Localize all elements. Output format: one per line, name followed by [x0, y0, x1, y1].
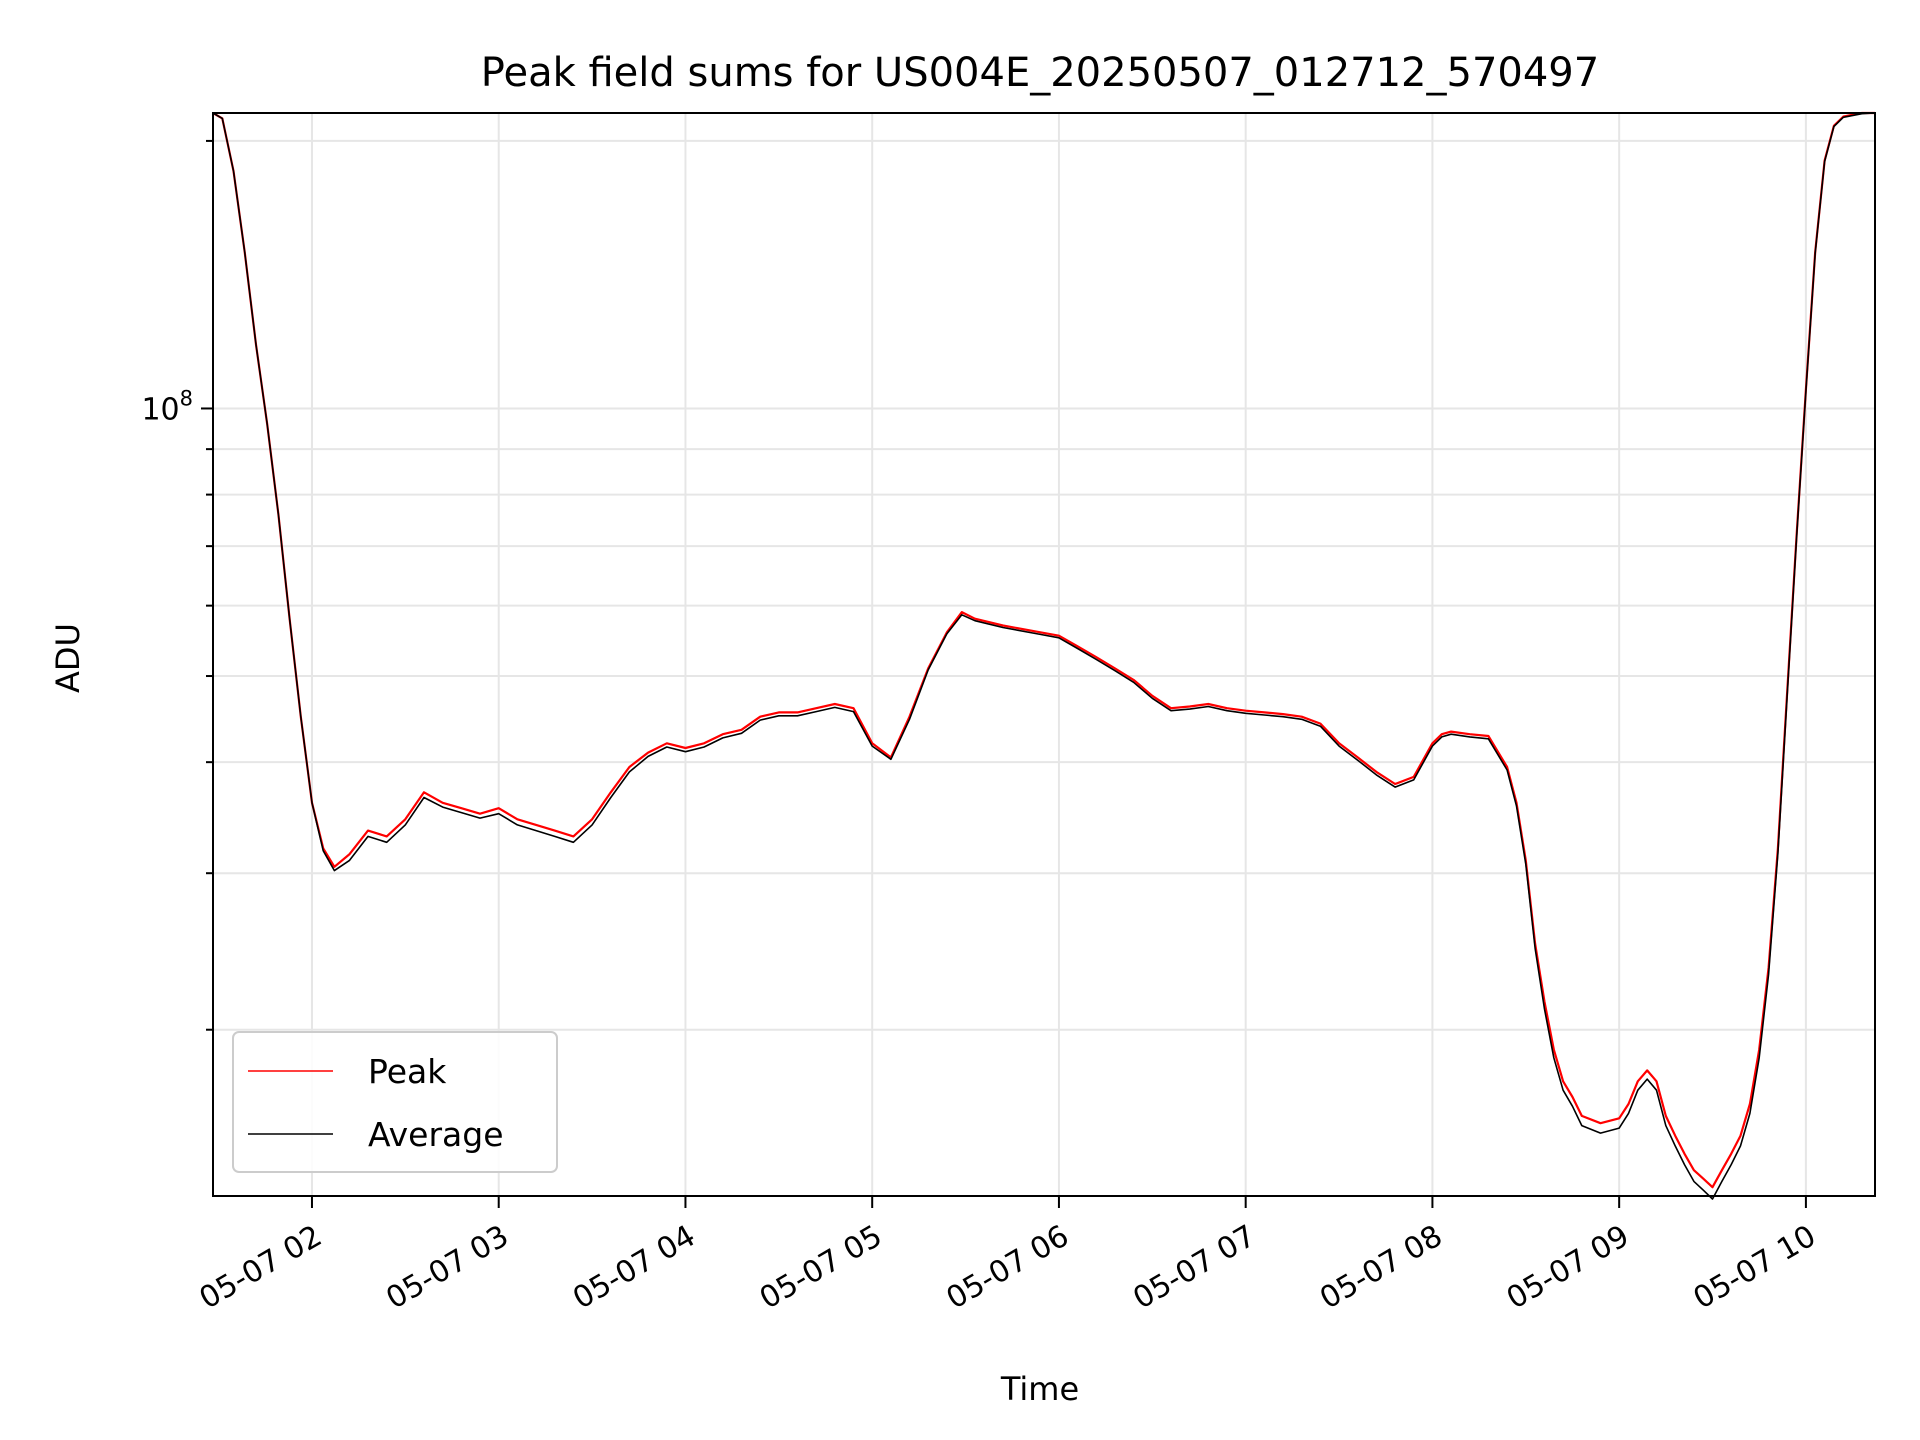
legend-label-average: Average: [368, 1115, 504, 1154]
series-lines: [212, 111, 1876, 1200]
legend-label-peak: Peak: [368, 1052, 447, 1091]
y-tick-label: 108: [141, 386, 193, 427]
grid: [213, 113, 1875, 1196]
y-axis: 108: [141, 139, 213, 1031]
plot-frame: [212, 112, 1876, 1197]
y-tick-label-exponent: 8: [180, 386, 193, 410]
chart-title: Peak field sums for US004E_20250507_0127…: [481, 50, 1599, 96]
series-line-peak: [212, 111, 1875, 1189]
legend-box: [232, 1031, 558, 1173]
y-tick-label-base: 10: [141, 392, 179, 427]
legend: Peak Average: [232, 1031, 558, 1173]
series-line-average: [212, 112, 1876, 1200]
y-axis-title: ADU: [49, 623, 87, 693]
x-axis-title: Time: [1000, 1370, 1079, 1408]
